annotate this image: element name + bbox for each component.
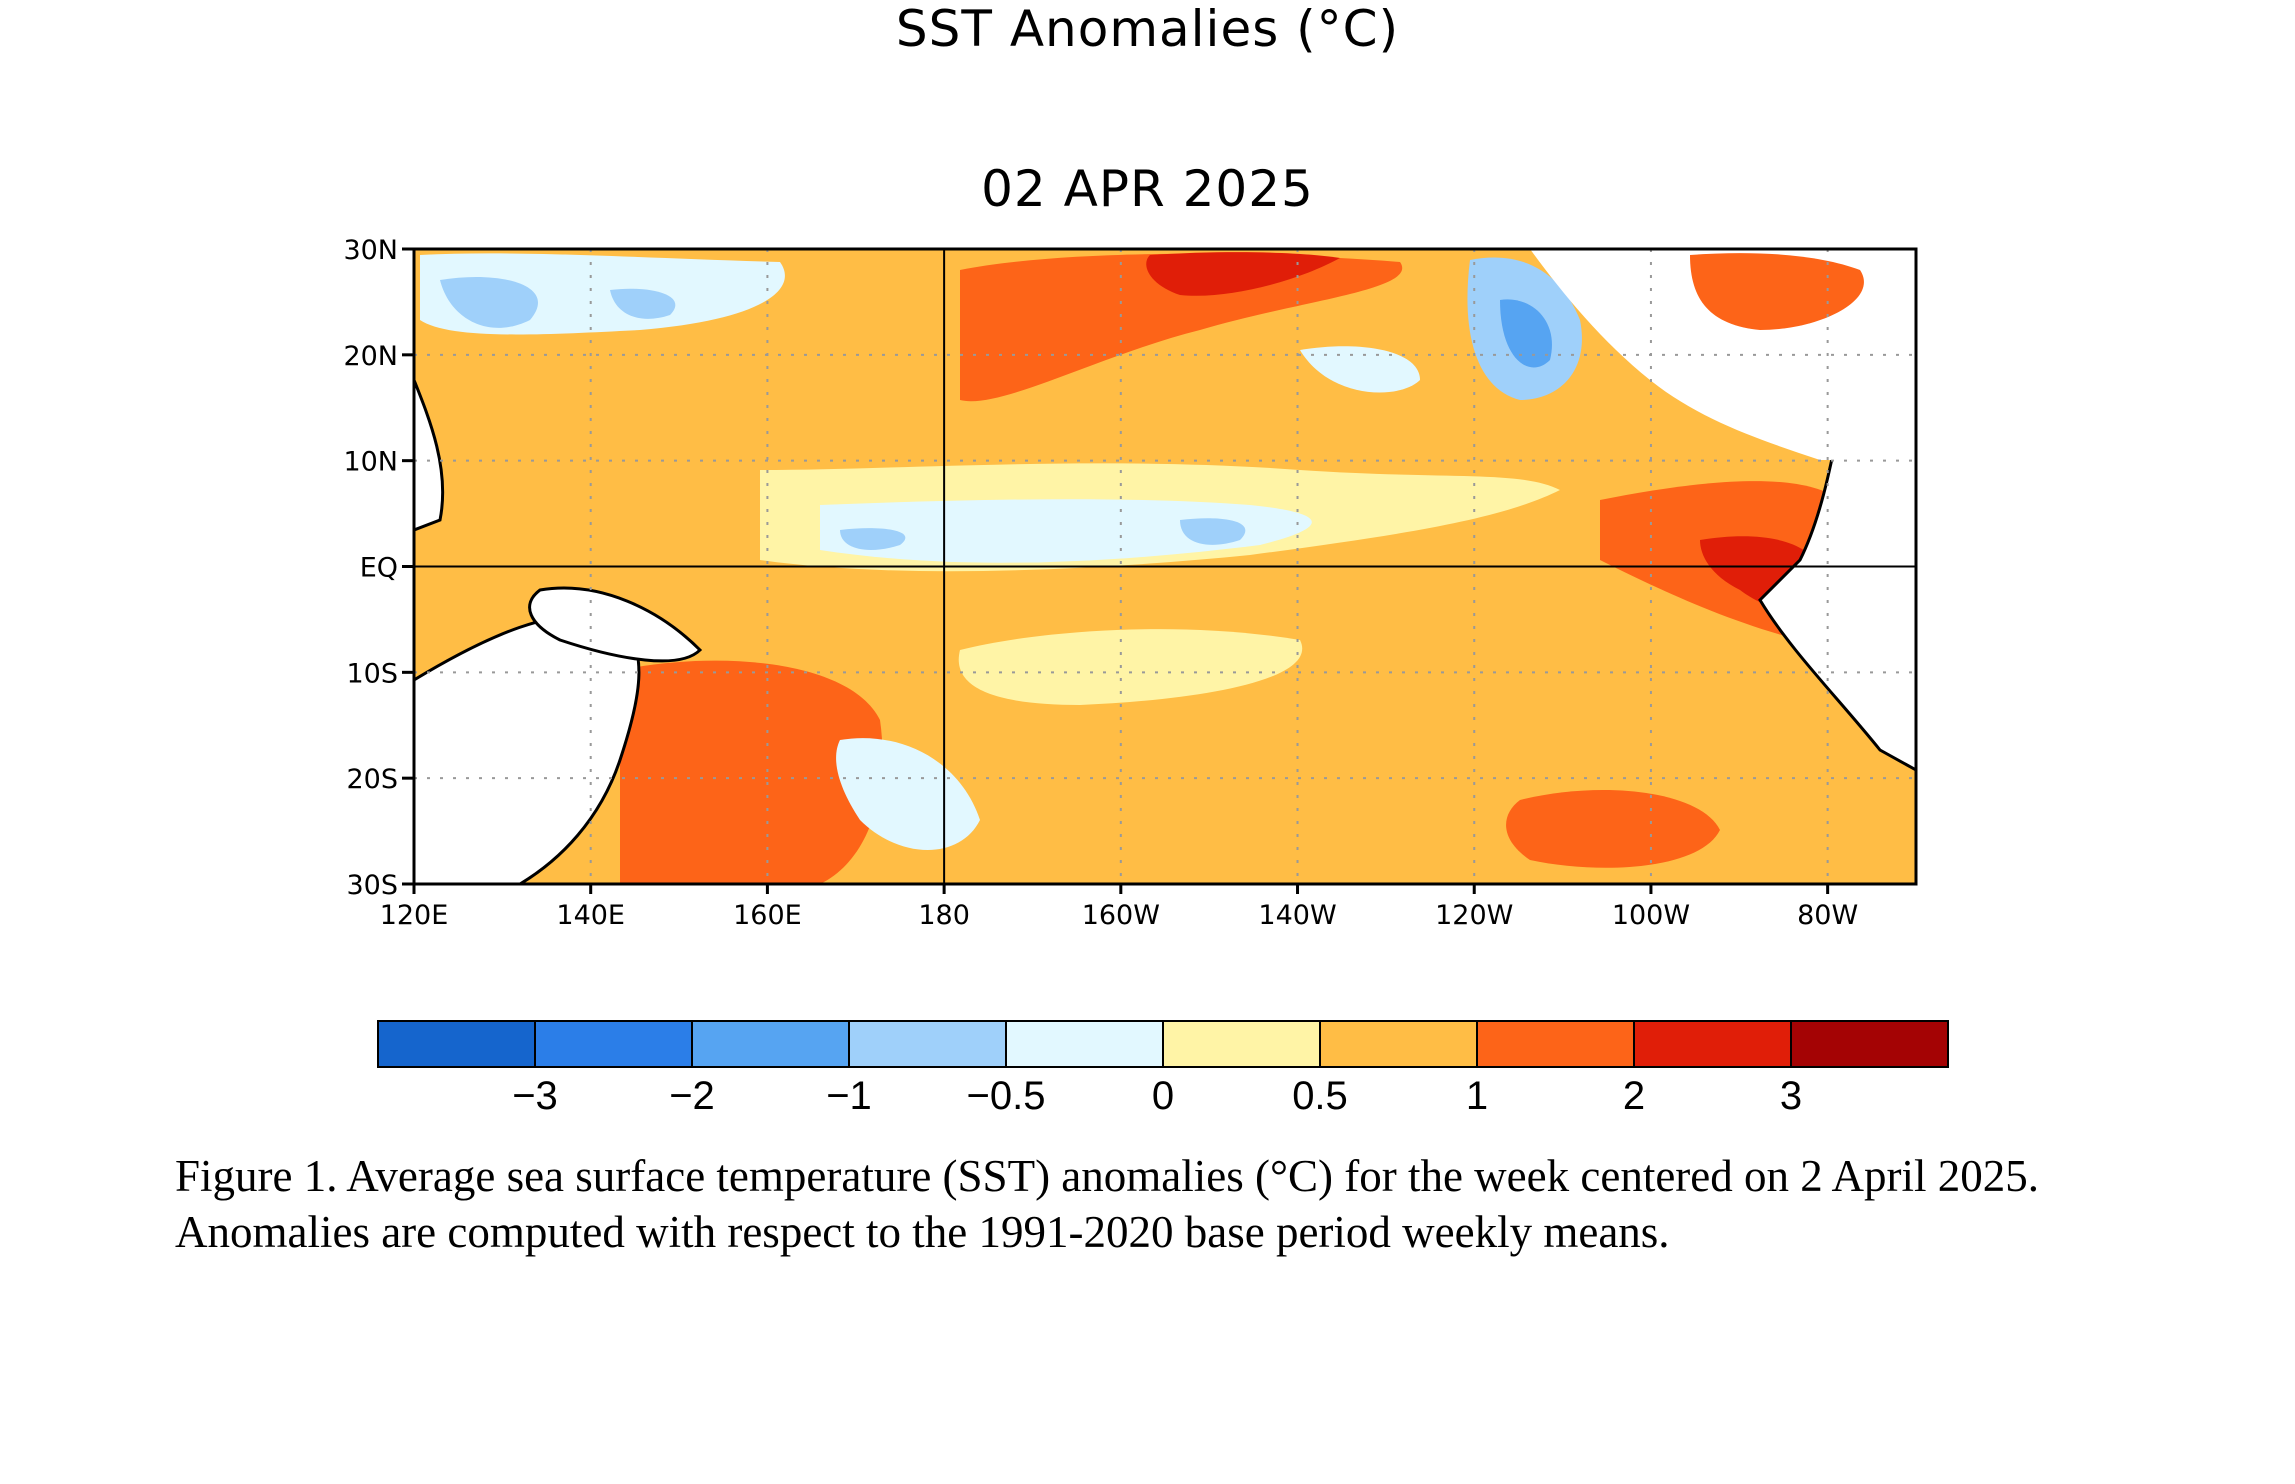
latitude-label: EQ <box>360 553 398 584</box>
new-guinea-landmass <box>528 586 703 663</box>
longitude-label: 140W <box>1258 900 1336 931</box>
latitude-label: 20N <box>343 341 398 372</box>
philippines-landmass <box>414 379 445 532</box>
colorbar-swatch <box>534 1020 693 1068</box>
chart-title: SST Anomalies (°C) <box>895 0 1400 58</box>
latitude-label: 20S <box>347 764 399 795</box>
nw-cool-patch <box>440 276 538 328</box>
colorbar-tick-label: 1 <box>1466 1074 1488 1118</box>
equatorial-cool-core <box>820 499 1312 563</box>
latitude-labels: 30N 20N 10N EQ 10S 20S 30S <box>343 235 414 901</box>
colorbar-swatch <box>848 1020 1007 1068</box>
colorbar-swatch <box>1162 1020 1321 1068</box>
north-central-warm-band <box>960 253 1403 402</box>
south-central-cool-streak <box>958 629 1303 705</box>
longitude-labels: 120E 140E 160E 180 160W 140W 120W 100W 80W <box>380 884 1858 931</box>
colorbar-tick-label: 3 <box>1780 1074 1802 1118</box>
colorbar-tick-label: 0 <box>1152 1074 1174 1118</box>
colorbar-tick-label: −2 <box>669 1074 715 1118</box>
longitude-label: 160E <box>733 900 802 931</box>
sst-anomaly-map: 30N 20N 10N EQ 10S 20S 30S 120E 140E 160E 180 160W… <box>343 235 1949 1118</box>
southwest-warm-region <box>620 660 883 884</box>
southeast-warm-patch <box>1506 790 1720 868</box>
longitude-label: 160W <box>1082 900 1160 931</box>
colorbar-swatch <box>1319 1020 1478 1068</box>
colorbar-tick-label: −1 <box>826 1074 872 1118</box>
colorbar-tick-label: −0.5 <box>967 1074 1046 1118</box>
latitude-label: 30S <box>347 870 399 901</box>
colorbar-swatch <box>1790 1020 1949 1068</box>
latitude-label: 10S <box>347 658 399 689</box>
figure-caption: Figure 1. Average sea surface temperatur… <box>175 1151 2040 1257</box>
map-grid <box>414 249 1916 884</box>
colorbar <box>377 1020 1949 1068</box>
colorbar-swatch <box>1005 1020 1164 1068</box>
colorbar-tick-labels: −3 −2 −1 −0.5 0 0.5 1 2 3 <box>512 1074 1802 1118</box>
colorbar-swatch <box>377 1020 536 1068</box>
cool-patch <box>1180 518 1246 545</box>
cool-patch <box>840 528 906 550</box>
longitude-label: 120W <box>1435 900 1513 931</box>
north-central-hot-core <box>1146 252 1340 296</box>
nw-cool-patch <box>610 288 676 319</box>
australia-landmass <box>414 613 641 884</box>
colorbar-swatch <box>691 1020 850 1068</box>
colorbar-swatch <box>1633 1020 1792 1068</box>
chart-date: 02 APR 2025 <box>981 160 1314 218</box>
colorbar-swatch <box>1476 1020 1635 1068</box>
colorbar-tick-label: 2 <box>1623 1074 1645 1118</box>
latitude-label: 30N <box>343 235 398 266</box>
longitude-label: 140E <box>556 900 625 931</box>
longitude-label: 100W <box>1612 900 1690 931</box>
colorbar-tick-label: −3 <box>512 1074 558 1118</box>
longitude-label: 180 <box>918 900 970 931</box>
longitude-label: 80W <box>1797 900 1858 931</box>
northeast-cool-patch <box>1300 346 1420 393</box>
baja-cold-core <box>1500 299 1552 368</box>
colorbar-tick-label: 0.5 <box>1292 1074 1348 1118</box>
latitude-label: 10N <box>343 447 398 478</box>
longitude-label: 120E <box>380 900 449 931</box>
gulf-of-mexico <box>1690 253 1864 330</box>
